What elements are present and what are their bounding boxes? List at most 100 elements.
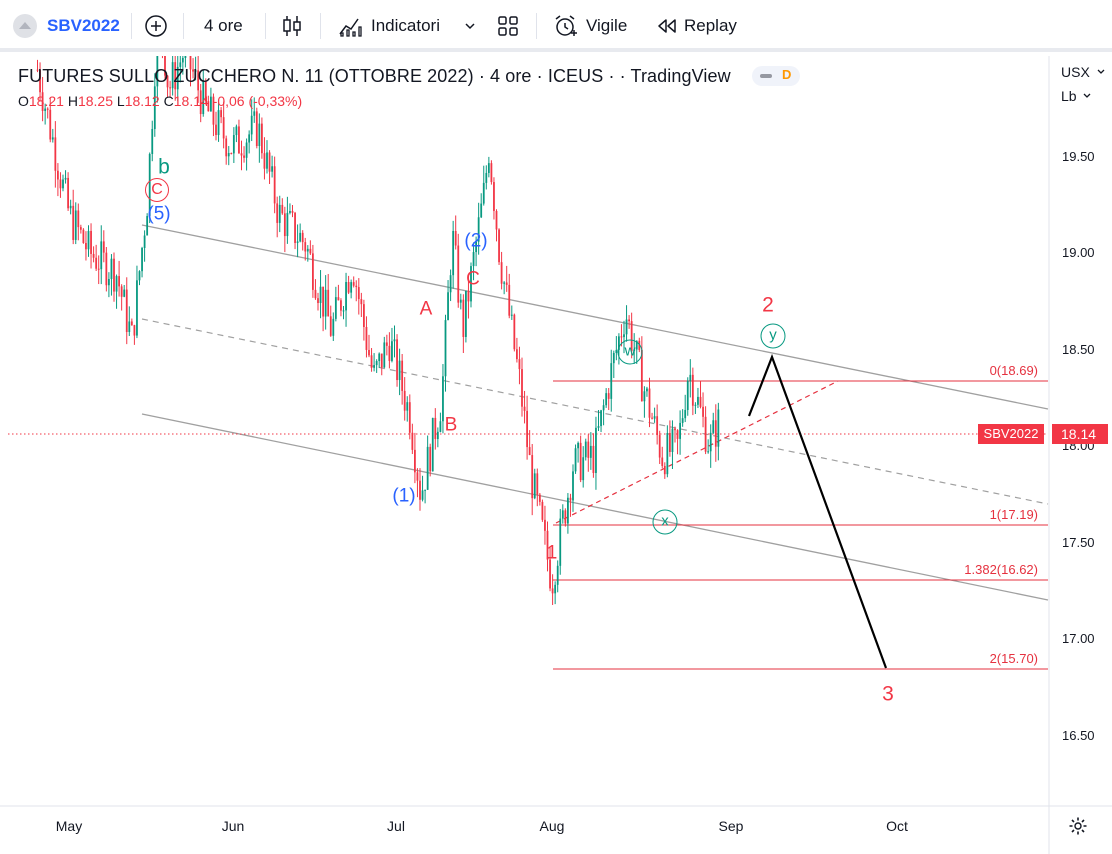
candle-body xyxy=(59,179,62,189)
compare-button[interactable] xyxy=(144,0,168,52)
replay-button[interactable]: Replay xyxy=(656,0,737,52)
chart-type-button[interactable] xyxy=(281,0,303,52)
candle-body xyxy=(136,280,138,336)
wave-label-b-upper[interactable]: B xyxy=(444,414,458,436)
candle-body xyxy=(401,360,404,391)
wave-label-w-circled[interactable]: w xyxy=(617,339,643,365)
candle-body xyxy=(605,393,608,406)
candle-body xyxy=(51,137,54,140)
fib-trend-dashed-line[interactable] xyxy=(555,380,839,524)
candle-body xyxy=(510,314,513,316)
indicators-button[interactable]: Indicatori xyxy=(338,0,440,52)
channel-middle-line[interactable] xyxy=(141,318,1049,505)
price-chart[interactable] xyxy=(0,56,1112,854)
candle-body xyxy=(123,289,126,297)
candle-body xyxy=(628,319,630,322)
time-tick-label: Jun xyxy=(221,818,245,834)
wave-label-a[interactable]: A xyxy=(419,298,433,320)
candle-body xyxy=(508,284,511,316)
templates-dropdown[interactable] xyxy=(463,0,477,52)
candle-body xyxy=(85,242,87,250)
unit-label: Lb xyxy=(1061,88,1077,104)
alert-button[interactable]: Vigile xyxy=(552,0,627,52)
wave-label-1-paren[interactable]: (1) xyxy=(392,485,416,507)
candle-body xyxy=(373,365,375,368)
channel-lower-line[interactable] xyxy=(141,413,1049,601)
fib-level-2-label: 2(15.70) xyxy=(989,651,1038,666)
time-tick-label: Sep xyxy=(718,818,744,834)
toolbar-divider xyxy=(536,13,537,39)
wave-label-2[interactable]: 2 xyxy=(762,293,774,317)
candle-body xyxy=(658,435,661,458)
candle-body xyxy=(227,153,230,157)
candle-body xyxy=(546,530,549,560)
wave-label-b[interactable]: b xyxy=(158,155,170,179)
candle-body xyxy=(342,310,345,312)
projection-path[interactable] xyxy=(747,353,888,669)
candle-body xyxy=(199,90,202,115)
gear-icon xyxy=(1068,817,1088,840)
candle-body xyxy=(623,334,625,338)
channel-upper-line[interactable] xyxy=(141,224,1049,410)
candle-body xyxy=(582,457,585,481)
unit-selector[interactable]: Lb xyxy=(1061,88,1092,104)
candle-body xyxy=(531,455,534,499)
wave-label-2-paren[interactable]: (2) xyxy=(464,230,488,252)
candle-body xyxy=(340,300,342,311)
candle-body xyxy=(674,428,676,431)
wave-label-3[interactable]: 3 xyxy=(882,682,894,706)
candle-body xyxy=(426,446,429,490)
candle-body xyxy=(684,409,687,419)
wave-label-1[interactable]: 1 xyxy=(546,542,558,564)
candle-body xyxy=(222,117,225,139)
settings-gear-button[interactable] xyxy=(1068,816,1088,841)
candle-body xyxy=(243,155,245,158)
candle-body xyxy=(431,417,434,472)
layout-button[interactable] xyxy=(496,0,520,52)
candle-body xyxy=(220,110,222,118)
candle-body xyxy=(669,432,671,452)
candle-body xyxy=(110,258,113,279)
wave-label-c-circled[interactable]: C xyxy=(145,178,169,202)
candle-body xyxy=(559,518,562,566)
wave-label-y-circled[interactable]: y xyxy=(760,323,786,349)
candle-body xyxy=(498,229,500,263)
interval-button[interactable]: 4 ore xyxy=(204,0,243,52)
candle-body xyxy=(363,304,365,328)
candle-body xyxy=(105,252,108,286)
chevron-down-icon xyxy=(1082,88,1092,104)
candle-body xyxy=(322,286,324,317)
candle-body xyxy=(291,211,294,213)
candle-body xyxy=(572,471,574,501)
time-tick-label: Oct xyxy=(886,818,908,834)
candle-body xyxy=(125,289,128,333)
candle-body xyxy=(579,442,582,481)
candle-body xyxy=(72,205,75,240)
candle-body xyxy=(67,177,69,209)
candle-body xyxy=(482,182,485,204)
symbol-search[interactable]: SBV2022 xyxy=(12,0,120,52)
candle-body xyxy=(355,285,358,288)
candle-body xyxy=(250,115,253,135)
currency-selector[interactable]: USX xyxy=(1061,64,1106,80)
data-status-pill[interactable]: D xyxy=(752,66,800,86)
candle-body xyxy=(108,278,110,286)
candle-body xyxy=(676,430,679,439)
wave-label-x-circled[interactable]: x xyxy=(652,509,678,535)
candle-body xyxy=(620,336,623,338)
candle-body xyxy=(281,204,284,214)
wave-label-c[interactable]: C xyxy=(466,268,480,290)
candle-body xyxy=(442,376,444,422)
candle-body xyxy=(151,128,154,154)
wave-label-5[interactable]: (5) xyxy=(147,203,171,225)
interval-label: 4 ore xyxy=(204,16,243,35)
candle-body xyxy=(648,388,651,418)
candle-body xyxy=(393,339,396,342)
candle-body xyxy=(207,101,210,112)
candle-body xyxy=(77,210,80,228)
candle-body xyxy=(694,404,697,406)
candle-body xyxy=(380,353,383,368)
candle-body xyxy=(518,359,521,370)
candle-body xyxy=(391,341,393,361)
candle-body xyxy=(64,177,67,180)
